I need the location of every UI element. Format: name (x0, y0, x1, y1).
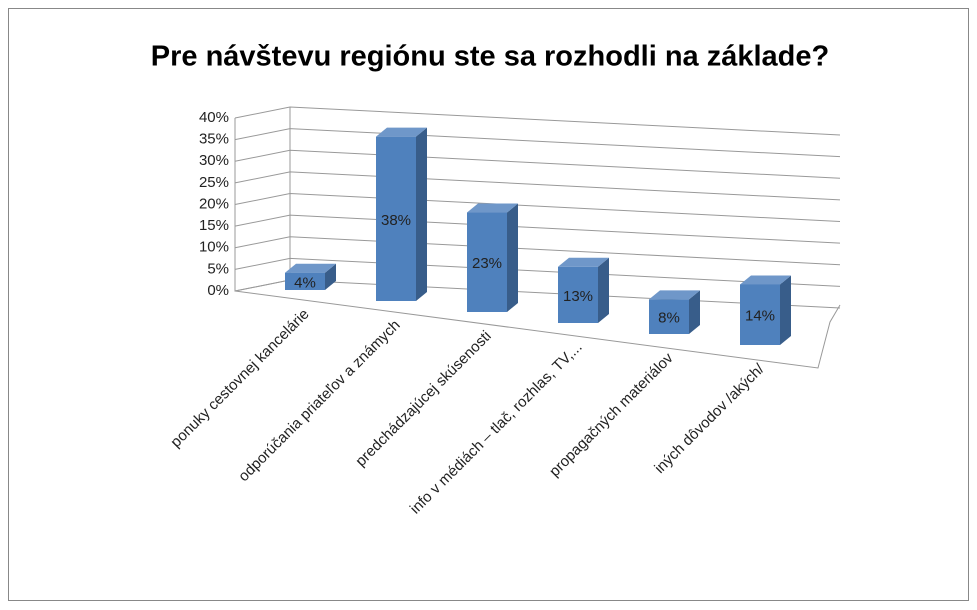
bar (649, 290, 700, 334)
data-label: 38% (381, 212, 411, 229)
y-tick-label: 20% (199, 195, 229, 212)
grid-line (234, 171, 841, 201)
data-label: 14% (745, 308, 775, 325)
bar (740, 275, 791, 345)
bar-top (376, 127, 427, 137)
data-label: 8% (658, 310, 680, 327)
y-tick-label: 15% (199, 217, 229, 234)
bar-side (416, 127, 427, 302)
grid-line (234, 149, 841, 179)
chart-title: Pre návštevu regiónu ste sa rozhodli na … (151, 41, 829, 73)
bar-side (325, 263, 336, 290)
bar-top (649, 290, 700, 300)
bar-top (467, 203, 518, 213)
bar-front (285, 272, 325, 290)
grid-line (234, 192, 841, 222)
y-tick-label: 25% (199, 174, 229, 191)
y-tick-label: 5% (207, 260, 229, 277)
y-tick-label: 30% (199, 152, 229, 169)
grid-line (234, 257, 841, 287)
bar-top (285, 263, 336, 273)
data-label: 13% (563, 288, 593, 305)
y-tick-label: 10% (199, 239, 229, 256)
floor (234, 290, 841, 369)
bar (558, 257, 609, 323)
y-tick-label: 35% (199, 131, 229, 148)
bar-side (598, 257, 609, 323)
bar-front (740, 284, 780, 345)
bar (467, 203, 518, 312)
bar-front (467, 212, 507, 312)
bar-side (780, 275, 791, 345)
bar-side (689, 290, 700, 334)
bar-front (649, 299, 689, 334)
bar-front (558, 266, 598, 323)
y-tick-label: 0% (207, 282, 229, 299)
bar-side (507, 203, 518, 312)
grid-line (234, 236, 841, 266)
grid-line (234, 214, 841, 244)
bar-top (558, 257, 609, 267)
bar (285, 263, 336, 290)
bar-front (376, 136, 416, 301)
y-tick-label: 40% (199, 109, 229, 126)
data-label: 23% (472, 255, 502, 272)
bar-top (740, 275, 791, 285)
bar (376, 127, 427, 302)
data-label: 4% (294, 274, 316, 291)
grid-line (234, 128, 841, 158)
grid-line (234, 106, 841, 136)
